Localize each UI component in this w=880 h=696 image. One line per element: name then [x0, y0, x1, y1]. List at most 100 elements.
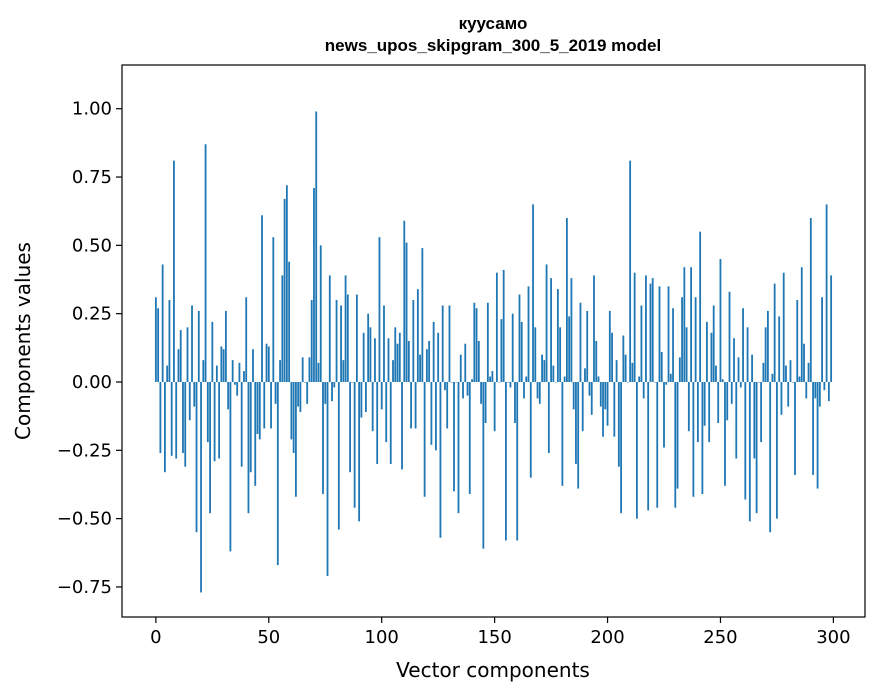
bar-30 — [222, 349, 225, 382]
bar-16 — [191, 305, 193, 382]
chart-subtitle: news_upos_skipgram_300_5_2019 model — [325, 36, 661, 55]
bar-94 — [367, 313, 370, 382]
y-tick-label-3: 0.00 — [72, 372, 112, 393]
bar-38 — [240, 381, 243, 467]
bar-296 — [823, 381, 826, 391]
bar-36 — [236, 381, 239, 396]
bar-253 — [726, 381, 729, 421]
bar-230 — [674, 381, 677, 508]
plot-frame — [121, 64, 866, 618]
bar-284 — [796, 300, 799, 382]
bar-41 — [247, 381, 250, 514]
bar-205 — [617, 381, 620, 467]
bar-291 — [812, 381, 814, 475]
y-tick-label-0: −0.75 — [57, 577, 112, 598]
bar-148 — [489, 376, 492, 382]
bar-273 — [771, 373, 774, 382]
bar-237 — [690, 267, 693, 382]
bar-231 — [676, 381, 679, 489]
bar-141 — [473, 302, 476, 382]
bar-195 — [595, 341, 598, 382]
bar-140 — [471, 379, 473, 382]
bar-59 — [288, 261, 291, 382]
bar-75 — [324, 381, 327, 404]
bar-58 — [285, 185, 288, 382]
bar-108 — [398, 332, 401, 382]
bar-152 — [498, 381, 501, 383]
bar-255 — [730, 381, 733, 404]
y-axis-label: Components values — [11, 242, 35, 440]
bar-35 — [234, 381, 236, 385]
bar-172 — [543, 360, 546, 382]
bar-139 — [468, 381, 471, 495]
bar-250 — [719, 259, 722, 382]
bar-18 — [195, 381, 198, 533]
bar-186 — [575, 381, 577, 464]
bar-282 — [791, 381, 794, 383]
bar-161 — [518, 294, 521, 382]
bar-149 — [491, 371, 494, 382]
bar-17 — [193, 381, 196, 407]
bar-242 — [701, 381, 704, 495]
bar-271 — [766, 310, 769, 382]
bar-238 — [692, 381, 695, 497]
bar-63 — [297, 381, 300, 407]
bar-143 — [477, 341, 480, 382]
bar-109 — [401, 381, 403, 470]
y-tick-label-2: −0.25 — [57, 440, 112, 461]
bar-67 — [306, 381, 309, 404]
bar-136 — [462, 381, 464, 399]
bar-200 — [606, 381, 609, 426]
bar-278 — [782, 272, 785, 382]
bar-222 — [656, 381, 659, 508]
bar-9 — [175, 381, 178, 459]
bar-10 — [177, 349, 180, 382]
bar-267 — [757, 381, 760, 383]
bar-112 — [407, 341, 410, 382]
bar-257 — [735, 381, 738, 459]
bar-293 — [816, 381, 819, 489]
bar-124 — [435, 381, 437, 451]
bar-50 — [267, 346, 270, 382]
bar-97 — [374, 338, 376, 382]
bar-183 — [568, 316, 571, 382]
bar-81 — [337, 381, 340, 530]
bar-8 — [173, 160, 175, 382]
bar-177 — [554, 381, 557, 383]
bar-104 — [389, 381, 392, 464]
bar-151 — [495, 272, 498, 382]
bar-114 — [412, 300, 415, 382]
bar-196 — [597, 376, 600, 382]
bar-82 — [340, 305, 342, 382]
bar-226 — [665, 381, 668, 385]
bar-34 — [231, 360, 234, 382]
bar-99 — [378, 237, 381, 382]
bar-155 — [505, 381, 507, 541]
bar-256 — [733, 338, 735, 382]
y-tick-label-7: 1.00 — [72, 99, 112, 120]
bar-74 — [322, 381, 324, 495]
bar-71 — [315, 111, 318, 382]
bar-283 — [794, 381, 796, 475]
bar-54 — [276, 381, 279, 566]
bar-234 — [683, 267, 686, 382]
bar-252 — [724, 381, 726, 486]
bar-194 — [593, 275, 595, 382]
chart-title: куусамо — [459, 14, 528, 33]
bar-15 — [188, 381, 191, 421]
x-axis-label: Vector components — [396, 658, 590, 682]
bar-21 — [202, 360, 205, 382]
bar-110 — [403, 220, 406, 382]
bar-121 — [428, 341, 431, 382]
bar-134 — [457, 381, 460, 514]
bar-192 — [588, 381, 591, 396]
bar-208 — [624, 354, 627, 382]
bar-258 — [737, 357, 740, 382]
bar-101 — [383, 305, 385, 382]
bar-178 — [556, 289, 559, 382]
bar-162 — [520, 321, 523, 382]
bar-207 — [622, 335, 625, 382]
bar-168 — [534, 327, 537, 382]
y-tick-label-6: 0.75 — [72, 167, 112, 188]
